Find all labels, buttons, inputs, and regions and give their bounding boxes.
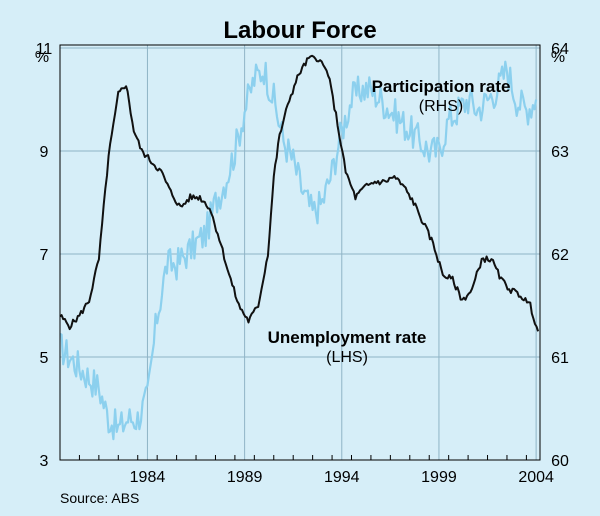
left-tick-label: 5 — [40, 350, 49, 367]
x-tick-label: 1989 — [227, 469, 263, 486]
right-tick-label: 64 — [551, 41, 569, 58]
unemployment-rate-line — [59, 54, 540, 332]
left-tick-label: 11 — [36, 41, 53, 58]
right-axis-ticks: 60 61 62 63 64 — [551, 41, 569, 470]
right-axis-unit: % — [551, 49, 565, 66]
grid — [60, 45, 540, 460]
x-tick-label: 1999 — [421, 469, 457, 486]
x-tick-label: 1984 — [130, 469, 166, 486]
right-tick-label: 62 — [551, 247, 569, 264]
participation-rate-label: Participation rate — [372, 77, 511, 96]
unemployment-rate-sublabel: (LHS) — [326, 349, 368, 366]
source-note: Source: ABS — [60, 490, 139, 506]
x-tick-label: 2004 — [518, 469, 554, 486]
left-tick-label: 9 — [40, 144, 49, 161]
right-tick-label: 60 — [551, 453, 569, 470]
right-tick-label: 61 — [551, 350, 569, 367]
x-axis-ticks: 1984 1989 1994 1999 2004 — [59, 455, 554, 486]
x-tick-label: 1994 — [324, 469, 360, 486]
left-tick-label: 7 — [40, 247, 49, 264]
chart-title: Labour Force — [223, 17, 376, 44]
unemployment-rate-label: Unemployment rate — [268, 328, 427, 347]
series-lines — [59, 54, 540, 441]
right-tick-label: 63 — [551, 144, 569, 161]
left-tick-label: 3 — [40, 453, 49, 470]
left-axis-ticks: 3 5 7 9 11 — [36, 41, 53, 470]
plot-frame — [59, 44, 541, 461]
participation-rate-sublabel: (RHS) — [419, 98, 463, 115]
left-axis-unit: % — [35, 49, 49, 66]
participation-rate-line — [59, 60, 538, 441]
